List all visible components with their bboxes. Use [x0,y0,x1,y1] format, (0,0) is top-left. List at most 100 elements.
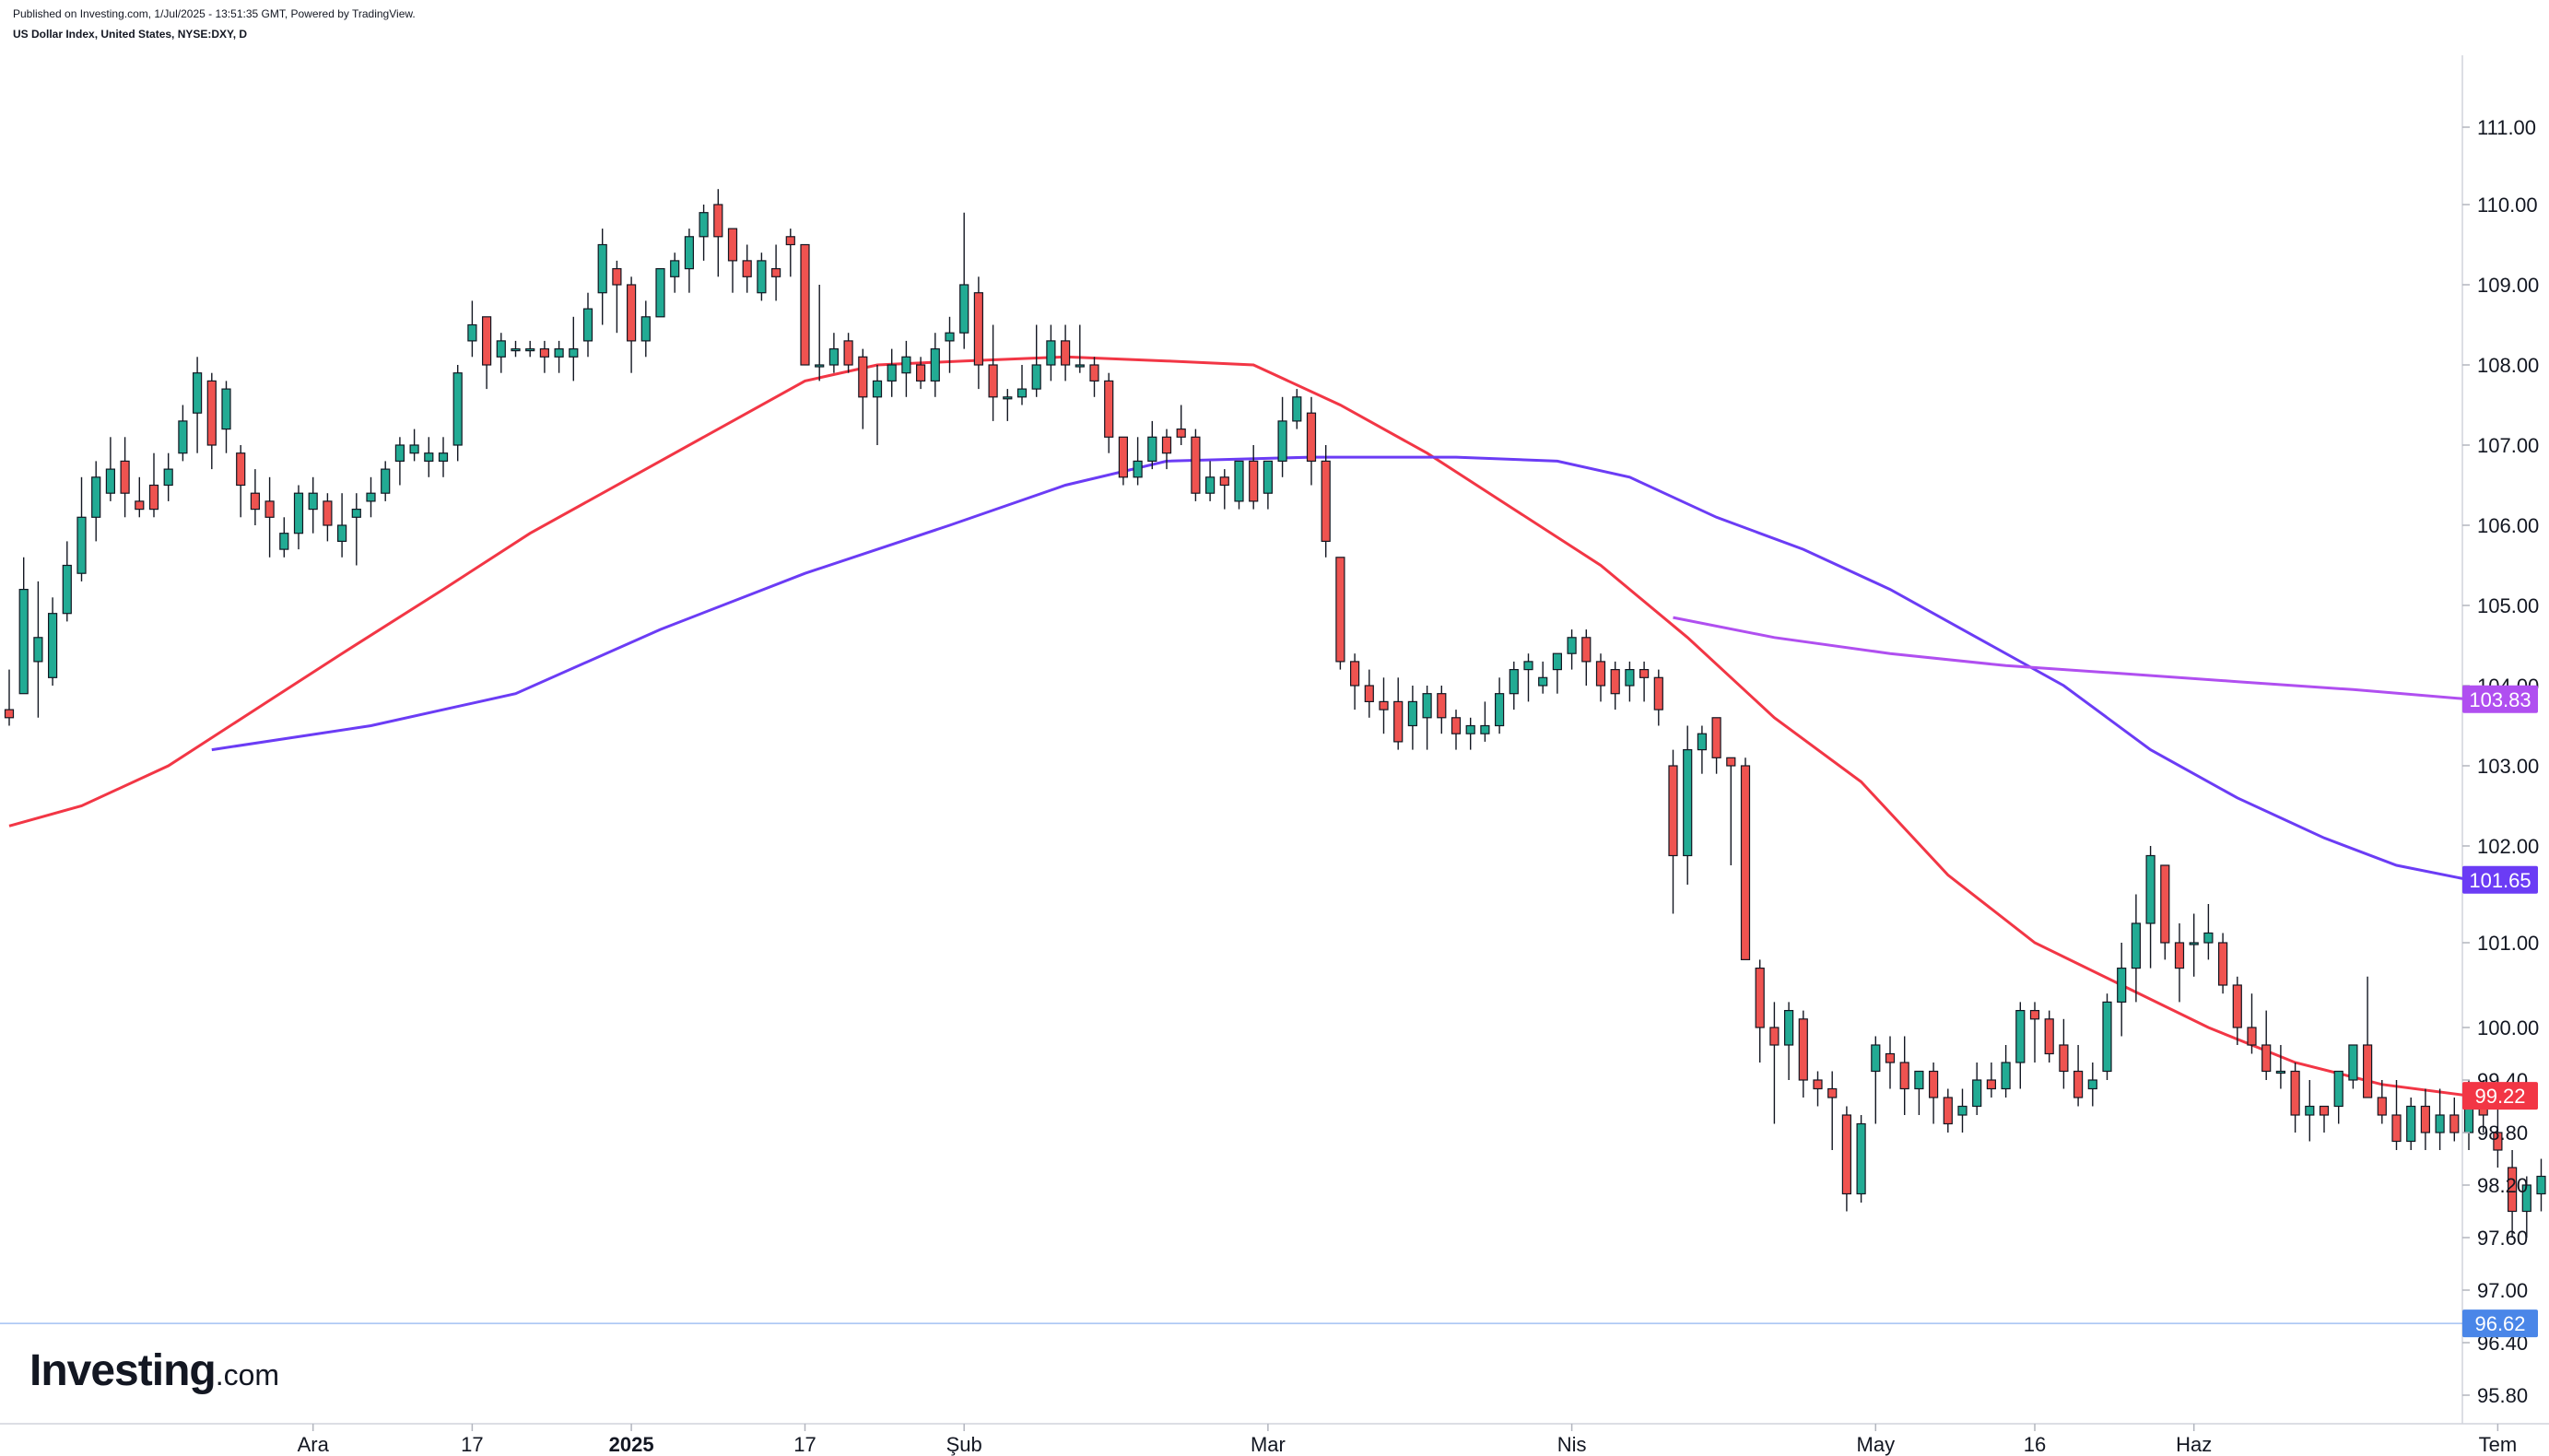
candle [1118,436,1129,486]
y-tick-label: 102.00 [2477,835,2539,858]
candle-body [597,243,607,294]
candle [800,243,810,366]
candle-body [988,364,998,398]
candle [1711,717,1721,774]
candle [1653,669,1663,726]
candle [1161,429,1172,470]
candle [1668,749,1678,914]
candle [1191,429,1201,501]
candle-body [800,243,810,366]
published-note: Published on Investing.com, 1/Jul/2025 -… [13,7,416,20]
candle-body [351,508,361,518]
candle [120,437,130,518]
candle [815,285,825,382]
candle-body [1914,1070,1924,1090]
candle [279,517,289,558]
candle-body [1407,700,1418,727]
candle [843,333,853,373]
candle [18,557,29,695]
candle [2073,1045,2084,1107]
candle [1769,1002,1780,1124]
candle [105,437,116,501]
candle-body [2435,1114,2445,1133]
candle [2391,1080,2402,1150]
candle-body [1075,364,1085,368]
candle [2174,923,2185,1003]
candle [1523,653,1533,702]
candle [206,372,217,470]
candle [337,493,347,558]
x-tick-label: 16 [2024,1433,2046,1456]
candle [250,469,260,525]
candle-body [424,452,434,463]
candle-body [438,452,449,463]
candle [1625,661,1635,702]
candle-body [612,268,622,286]
candle [2131,894,2141,1003]
candle-body [1783,1009,1794,1046]
investing-logo[interactable]: Investing.com [29,1345,279,1396]
candle-body [1769,1027,1780,1046]
candle-body [525,348,535,352]
candle [163,452,173,501]
candle [323,493,333,542]
candle-body [1755,967,1765,1028]
candle [1219,469,1229,510]
price-tag-value: 101.65 [2469,869,2531,892]
candle [2508,1150,2518,1238]
candle [1783,1002,1794,1080]
candle [1075,324,1085,373]
candle [1856,1115,1866,1203]
candle-body [569,348,579,358]
candle [1595,653,1606,702]
candle [2001,1045,2011,1098]
candle [293,485,304,550]
candle-body [1234,460,1244,502]
candle-body [2015,1009,2026,1063]
candle [2203,904,2214,960]
candle-body [2029,1009,2040,1020]
candle [655,268,665,318]
x-tick-label: Haz [2176,1433,2212,1456]
candle [2290,1063,2300,1133]
candle-body [1060,340,1071,366]
candle-body [2087,1079,2097,1090]
candle-body [1422,693,1432,719]
moving-average-line [8,355,2470,1098]
candle [1465,717,1475,750]
candle [2319,1105,2330,1133]
candle [467,300,477,358]
candle-body [1726,757,1736,767]
candle-body [1494,693,1505,727]
y-tick-label: 98.20 [2477,1174,2528,1197]
candle [2435,1088,2445,1150]
candle [1798,1010,1808,1098]
candle-body [293,492,304,534]
candle [2363,976,2373,1098]
y-tick-label: 100.00 [2477,1016,2539,1039]
price-axis-ticks: 111.00 110.00 109.00 108.00 107.00 106.00 105.… [2462,116,2539,1407]
candle-body [1249,460,1259,502]
candle [2160,864,2170,960]
candle-body [1711,717,1721,758]
candle-body [815,364,825,368]
candle-body [1653,676,1663,710]
candle [1610,661,1620,710]
candle [1697,725,1708,774]
candle-body [640,316,651,342]
candle-body [221,388,231,430]
candle [1422,686,1432,750]
candle-body [699,212,709,238]
candle-body [1349,661,1360,687]
candle [2493,1106,2503,1168]
candle-body [206,380,217,446]
candle [945,316,955,373]
x-tick-label: Nis [1557,1433,1587,1456]
candle [727,228,738,293]
candle [91,461,101,542]
candle-body [2319,1105,2330,1116]
y-tick-label: 101.00 [2477,932,2539,955]
candle-body [1683,748,1693,857]
candle [2044,1010,2054,1063]
candle-body [539,348,550,358]
